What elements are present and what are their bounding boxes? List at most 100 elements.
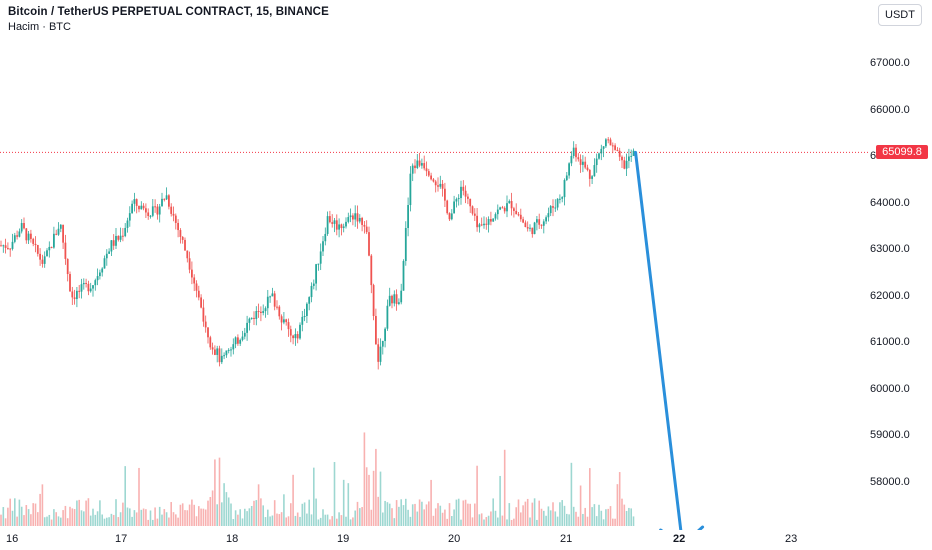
candle-body bbox=[439, 183, 442, 187]
candle-body bbox=[108, 251, 110, 254]
volume-bar bbox=[96, 511, 99, 526]
candle-body bbox=[82, 282, 85, 285]
volume-bar bbox=[76, 500, 78, 526]
volume-bar bbox=[126, 507, 129, 526]
candle-body bbox=[103, 258, 106, 269]
volume-bar bbox=[99, 500, 101, 526]
candle-body bbox=[418, 160, 421, 166]
candle-body bbox=[20, 223, 23, 232]
volume-bar bbox=[138, 467, 140, 526]
volume-bar bbox=[572, 506, 575, 526]
volume-bar bbox=[158, 506, 161, 526]
volume-bar bbox=[78, 499, 80, 526]
volume-bar bbox=[464, 499, 467, 526]
candle-body bbox=[632, 150, 635, 156]
candle-body bbox=[324, 233, 327, 242]
chart-legend: Bitcoin / TetherUS PERPETUAL CONTRACT, 1… bbox=[8, 6, 329, 33]
candle-body bbox=[593, 165, 596, 177]
volume-bar bbox=[209, 497, 212, 526]
volume-bar bbox=[278, 514, 281, 526]
candle-body bbox=[289, 329, 292, 336]
volume-bar bbox=[411, 504, 414, 526]
volume-bar bbox=[386, 502, 389, 526]
volume-bar bbox=[7, 507, 9, 526]
currency-unit-button[interactable]: USDT bbox=[878, 4, 922, 26]
candle-body bbox=[117, 235, 120, 240]
candle-body bbox=[375, 315, 377, 345]
volume-bar bbox=[526, 498, 529, 526]
volume-bar bbox=[117, 517, 120, 526]
candle-body bbox=[73, 297, 76, 300]
volume-bar bbox=[313, 467, 315, 526]
volume-bar bbox=[94, 514, 97, 526]
volume-bar bbox=[227, 497, 230, 526]
volume-bar bbox=[131, 516, 133, 526]
candle-body bbox=[188, 258, 191, 270]
volume-bar bbox=[618, 472, 621, 526]
volume-bar bbox=[253, 500, 255, 526]
volume-bar bbox=[267, 509, 269, 526]
candle-body bbox=[115, 235, 117, 246]
volume-bar bbox=[448, 503, 451, 526]
volume-bar bbox=[492, 498, 494, 526]
candle-body bbox=[457, 198, 460, 200]
price-tick: 59000.0 bbox=[870, 429, 910, 441]
volume-bar bbox=[462, 500, 465, 526]
volume-bar bbox=[25, 505, 28, 526]
candle-body bbox=[126, 220, 129, 228]
candle-body bbox=[526, 227, 529, 229]
candle-body bbox=[105, 253, 108, 259]
volume-bar bbox=[83, 511, 85, 526]
symbol-title[interactable]: Bitcoin / TetherUS PERPETUAL CONTRACT, 1… bbox=[8, 6, 329, 18]
volume-bar bbox=[2, 507, 5, 526]
candle-body bbox=[448, 213, 451, 220]
volume-bar bbox=[283, 494, 285, 526]
candle-body bbox=[347, 217, 350, 222]
candle-body bbox=[214, 349, 216, 355]
volume-bar bbox=[487, 515, 490, 526]
volume-bar bbox=[400, 499, 402, 526]
volume-bar bbox=[108, 517, 110, 526]
volume-bar bbox=[612, 518, 614, 526]
volume-bar bbox=[46, 516, 48, 526]
candle-body bbox=[145, 208, 147, 213]
candle-body bbox=[266, 296, 269, 309]
candle-body bbox=[345, 221, 347, 227]
volume-bar bbox=[338, 512, 340, 526]
volume-indicator-label[interactable]: Hacim · BTC bbox=[8, 21, 71, 33]
candle-body bbox=[138, 205, 140, 210]
candle-body bbox=[575, 147, 577, 158]
candle-body bbox=[16, 235, 18, 237]
price-chart[interactable] bbox=[0, 0, 870, 530]
volume-bar bbox=[34, 503, 37, 526]
candle-body bbox=[630, 155, 633, 157]
price-tick: 66000.0 bbox=[870, 104, 910, 116]
volume-bar bbox=[246, 511, 248, 526]
volume-bar bbox=[207, 500, 209, 526]
candle-body bbox=[18, 231, 21, 237]
candle-body bbox=[156, 206, 159, 215]
candle-body bbox=[395, 294, 398, 304]
candle-body bbox=[170, 206, 173, 214]
volume-bar bbox=[133, 510, 136, 526]
volume-bar bbox=[43, 517, 46, 526]
candle-body bbox=[186, 250, 189, 259]
candle-body bbox=[50, 246, 53, 248]
volume-bar bbox=[85, 500, 87, 526]
candle-body bbox=[331, 222, 334, 224]
volume-bar bbox=[142, 508, 145, 526]
candle-body bbox=[280, 316, 283, 323]
candle-body bbox=[301, 316, 304, 325]
volume-bar bbox=[352, 517, 354, 526]
candle-body bbox=[522, 219, 524, 223]
candle-body bbox=[519, 214, 522, 220]
volume-bar bbox=[363, 432, 366, 526]
candle-body bbox=[69, 274, 71, 292]
volume-bar bbox=[204, 509, 207, 526]
candle-body bbox=[473, 213, 476, 216]
volume-bar bbox=[257, 484, 260, 526]
time-axis[interactable]: 16 17 18 19 20 21 22 23 bbox=[0, 530, 932, 550]
price-axis[interactable]: 67000.0 66000.0 65000.0 64000.0 63000.0 … bbox=[870, 0, 932, 530]
volume-bar bbox=[359, 508, 361, 526]
volume-bar bbox=[152, 519, 154, 526]
